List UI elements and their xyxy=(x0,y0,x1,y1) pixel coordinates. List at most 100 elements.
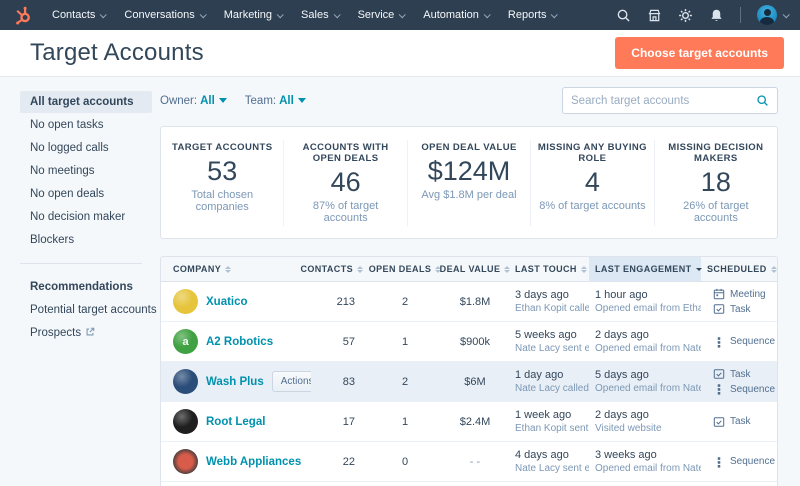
search-icon[interactable] xyxy=(616,8,631,23)
company-logo xyxy=(173,449,198,474)
column-header-last-touch[interactable]: LAST TOUCH xyxy=(509,257,589,281)
company-link[interactable]: Root Legal xyxy=(206,415,266,428)
sidebar-item-no-decision-maker[interactable]: No decision maker xyxy=(30,211,126,223)
stat-open-deal-value: OPEN DEAL VALUE $124M Avg $1.8M per deal xyxy=(408,140,532,226)
sort-desc-icon xyxy=(695,267,702,271)
sidebar-item-prospects[interactable]: Prospects xyxy=(20,322,152,344)
column-header-label: SCHEDULED xyxy=(707,264,767,274)
scheduled-meeting: Meeting xyxy=(713,288,771,301)
filter-bar: Owner: All Team: All xyxy=(160,87,778,114)
actions-button[interactable]: Actions ▾ xyxy=(271,371,311,392)
summary-stats-card: TARGET ACCOUNTS 53 Total chosen companies A… xyxy=(160,126,778,239)
team-filter-value: All xyxy=(279,94,294,107)
column-header-label: OPEN DEALS xyxy=(368,264,432,274)
sidebar-item-all-target-accounts[interactable]: All target accounts xyxy=(20,91,152,113)
scheduled-cell: Sequence xyxy=(701,455,777,468)
open-deals-cell: 2 xyxy=(401,375,409,388)
last-touch-detail: Ethan Kopit sent email xyxy=(515,423,589,435)
nav-divider xyxy=(740,7,741,23)
table-row[interactable]: Webb Appliances 22 0 - - 4 days ago Nate Lacy… xyxy=(161,442,777,482)
contacts-cell: 83 xyxy=(342,375,355,388)
nav-item-conversations[interactable]: Conversations xyxy=(124,9,207,21)
search-icon[interactable] xyxy=(756,94,769,107)
chevron-down-icon xyxy=(199,10,207,18)
nav-item-service[interactable]: Service xyxy=(358,9,407,21)
search-input[interactable] xyxy=(571,94,756,107)
last-touch-detail: Nate Lacy sent email xyxy=(515,343,589,355)
team-filter[interactable]: Team: All xyxy=(245,95,306,107)
hubspot-logo-icon[interactable] xyxy=(14,5,34,25)
chevron-down-icon xyxy=(483,10,491,18)
scheduled-label: Task xyxy=(730,416,751,427)
nav-item-sales[interactable]: Sales xyxy=(301,9,341,21)
notifications-icon[interactable] xyxy=(709,8,724,23)
owner-filter[interactable]: Owner: All xyxy=(160,95,227,107)
sequence-icon xyxy=(713,456,725,468)
nav-item-reports[interactable]: Reports xyxy=(508,9,559,21)
column-header-company[interactable]: COMPANY xyxy=(161,257,311,281)
stat-value: 46 xyxy=(330,167,361,197)
nav-item-automation[interactable]: Automation xyxy=(423,9,491,21)
last-engagement-cell: 3 weeks ago Opened email from Nate Lacy xyxy=(589,448,701,476)
table-row[interactable]: a A2 Robotics 57 1 $900k 5 weeks ago Nate Lacy… xyxy=(161,322,777,362)
task-icon xyxy=(713,416,725,428)
marketplace-icon[interactable] xyxy=(647,8,662,23)
last-engagement-cell: 5 days ago Opened email from Nate Lacy xyxy=(589,368,701,396)
column-header-last-engagement[interactable]: LAST ENGAGEMENT xyxy=(589,257,702,281)
company-link[interactable]: Wash Plus xyxy=(206,375,264,388)
user-menu[interactable] xyxy=(757,5,790,25)
stat-missing-decision-makers: MISSING DECISION MAKERS 18 26% of target a… xyxy=(655,140,777,226)
sidebar-item-no-open-tasks[interactable]: No open tasks xyxy=(30,119,104,131)
page-header: Target Accounts Choose target accounts xyxy=(0,30,800,77)
column-header-deal-value[interactable]: DEAL VALUE xyxy=(439,257,511,281)
choose-target-accounts-button[interactable]: Choose target accounts xyxy=(615,37,784,69)
deal-value-cell: $1.8M xyxy=(459,295,491,308)
last-touch-cell: 4 days ago Nate Lacy sent email xyxy=(509,448,589,476)
stat-label: MISSING DECISION MAKERS xyxy=(668,142,764,164)
page-title: Target Accounts xyxy=(30,39,204,66)
company-link[interactable]: Webb Appliances xyxy=(206,455,302,468)
team-filter-label: Team: xyxy=(244,94,277,107)
deal-value-cell: $900k xyxy=(460,335,490,348)
last-engagement-time: 3 weeks ago xyxy=(595,448,657,461)
column-header-label: LAST ENGAGEMENT xyxy=(595,264,692,274)
table-row[interactable]: Xuatico 213 2 $1.8M 3 days ago Ethan Kopit ca… xyxy=(161,282,777,322)
scheduled-cell: Task Sequence xyxy=(701,368,777,396)
settings-icon[interactable] xyxy=(678,8,693,23)
deal-value-cell: $2.4M xyxy=(459,415,491,428)
column-header-label: DEAL VALUE xyxy=(439,264,501,274)
owner-filter-label: Owner: xyxy=(160,94,198,107)
sort-icon xyxy=(225,265,232,273)
sidebar-item-no-meetings[interactable]: No meetings xyxy=(30,165,95,177)
table-row[interactable]: Root Legal 17 1 $2.4M 1 week ago Ethan Kopit … xyxy=(161,402,777,442)
stat-label: TARGET ACCOUNTS xyxy=(171,142,273,153)
column-header-open-deals[interactable]: OPEN DEALS xyxy=(368,257,442,281)
company-logo: a xyxy=(173,329,198,354)
table-row[interactable]: Wash Plus Actions ▾ 83 2 $6M 1 day ago Nate La… xyxy=(161,362,777,402)
column-header-contacts[interactable]: CONTACTS xyxy=(300,257,369,281)
company-link[interactable]: A2 Robotics xyxy=(206,335,274,348)
scheduled-label: Task xyxy=(730,368,751,380)
last-engagement-time: 5 days ago xyxy=(595,368,649,381)
stat-value: $124M xyxy=(427,156,511,186)
sidebar-item-no-logged-calls[interactable]: No logged calls xyxy=(30,142,109,154)
sidebar-item-blockers[interactable]: Blockers xyxy=(30,234,75,246)
sidebar-divider xyxy=(20,263,142,264)
nav-menu: Contacts Conversations Marketing Sales Servi… xyxy=(52,9,616,21)
scheduled-task: Task xyxy=(713,303,771,316)
sidebar-item-potential-target-accounts[interactable]: Potential target accounts xyxy=(30,304,157,316)
last-engagement-time: 1 hour ago xyxy=(595,288,648,301)
stat-label: OPEN DEAL VALUE xyxy=(421,142,517,153)
nav-item-label: Automation xyxy=(423,9,479,21)
sidebar-item-no-open-deals[interactable]: No open deals xyxy=(30,188,105,200)
column-header-scheduled[interactable]: SCHEDULED xyxy=(701,257,777,281)
company-link[interactable]: Xuatico xyxy=(206,295,248,308)
last-engagement-detail: Opened email from Nate Lacy xyxy=(595,463,701,475)
contacts-cell: 22 xyxy=(342,455,355,468)
nav-item-label: Sales xyxy=(301,9,329,21)
nav-item-contacts[interactable]: Contacts xyxy=(52,9,108,21)
nav-item-label: Contacts xyxy=(52,9,96,21)
last-touch-detail: Ethan Kopit called xyxy=(515,303,589,315)
nav-item-marketing[interactable]: Marketing xyxy=(224,9,284,21)
